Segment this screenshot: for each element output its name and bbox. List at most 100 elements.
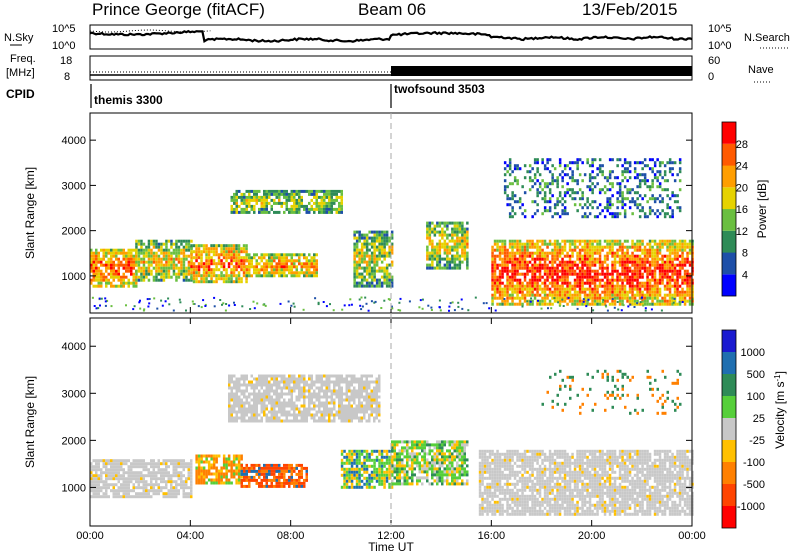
power-cell: [666, 206, 669, 210]
power-cell: [428, 221, 432, 225]
power-cell: [528, 284, 532, 288]
velocity-cell: [285, 419, 288, 423]
power-cell: [165, 260, 168, 264]
power-cell: [162, 278, 166, 282]
power-cell: [608, 290, 612, 294]
power-cell: [518, 266, 522, 270]
power-cell: [120, 248, 123, 252]
power-cell: [308, 271, 311, 275]
power-cell: [656, 266, 659, 270]
power-cell: [673, 266, 677, 270]
power-cell: [588, 239, 592, 243]
frequency-trace: [90, 66, 692, 76]
velocity-cell: [250, 416, 253, 420]
power-cell: [606, 272, 609, 276]
power-cell: [443, 257, 447, 261]
power-cell: [365, 248, 369, 252]
power-cell: [463, 251, 467, 255]
power-cell: [358, 257, 361, 261]
power-cell: [521, 287, 524, 291]
power-cell: [323, 210, 326, 214]
power-cell: [221, 303, 223, 306]
power-cell: [540, 307, 543, 310]
velocity-cell: [228, 398, 231, 402]
power-cell: [513, 164, 517, 168]
velocity-cell: [147, 495, 150, 499]
power-cell: [668, 293, 672, 297]
power-cell: [686, 290, 689, 294]
noise-left-tick-bottom: 10^0: [52, 40, 76, 52]
power-cell: [155, 257, 158, 261]
power-cell: [132, 281, 135, 285]
power-cell: [626, 266, 629, 270]
power-cell: [666, 260, 669, 264]
power-cell: [279, 302, 282, 305]
velocity-cell: [162, 468, 165, 472]
power-cell: [661, 272, 664, 276]
power-cell: [551, 176, 554, 180]
power-cell: [135, 239, 138, 243]
power-cell: [633, 266, 637, 270]
power-cell: [503, 254, 507, 258]
power-cell: [658, 212, 662, 216]
velocity-cell: [240, 469, 243, 473]
power-cell: [142, 266, 146, 270]
velocity-cell: [152, 468, 155, 472]
velocity-cell: [92, 477, 95, 481]
power-cell: [373, 248, 376, 252]
power-cell: [623, 209, 627, 213]
power-cell: [248, 204, 251, 208]
velocity-cell: [232, 469, 236, 473]
velocity-cell: [278, 466, 281, 470]
power-cell: [636, 239, 639, 243]
power-cell: [558, 173, 562, 177]
power-cell: [97, 278, 100, 282]
power-cell: [441, 221, 444, 225]
power-cell: [576, 302, 579, 306]
power-cell: [298, 259, 301, 263]
velocity-cell: [285, 383, 288, 387]
power-cell: [482, 302, 485, 305]
power-cell: [620, 309, 623, 312]
power-cell: [491, 278, 494, 282]
power-cell: [443, 230, 447, 234]
power-cell: [566, 302, 569, 306]
power-cell: [165, 251, 168, 255]
power-cell: [461, 254, 464, 258]
power-cell: [591, 290, 594, 294]
power-cell: [263, 274, 266, 278]
velocity-cell: [127, 492, 130, 496]
power-cell: [646, 179, 649, 183]
velocity-cell: [180, 480, 183, 484]
power-cell: [92, 278, 95, 282]
power-cell: [553, 293, 557, 297]
power-cell: [563, 269, 567, 273]
power-cell: [651, 272, 654, 276]
power-cell: [375, 269, 379, 273]
velocity-cell: [305, 475, 308, 479]
power-cell: [295, 204, 298, 208]
power-cell: [333, 207, 336, 211]
power-cell: [546, 296, 549, 300]
velocity-cell: [120, 474, 123, 478]
power-cell: [365, 233, 369, 237]
power-cell: [676, 248, 679, 252]
power-cell: [518, 248, 522, 252]
velocity-cell: [167, 465, 170, 469]
velocity-cell: [220, 469, 223, 473]
velocity-cell: [270, 484, 273, 488]
power-cell: [466, 230, 469, 234]
y-tick-label: 1000: [62, 271, 86, 283]
power-cell: [330, 195, 333, 199]
power-cell: [140, 275, 143, 279]
power-cell: [185, 242, 188, 246]
power-cell: [220, 244, 223, 248]
power-cell: [453, 224, 457, 228]
power-cell: [383, 266, 386, 270]
power-cell: [573, 290, 577, 294]
velocity-cell: [167, 474, 170, 478]
power-cell: [97, 307, 100, 310]
power-cell: [628, 284, 632, 288]
power-cell: [315, 268, 318, 272]
power-cell: [105, 263, 108, 267]
